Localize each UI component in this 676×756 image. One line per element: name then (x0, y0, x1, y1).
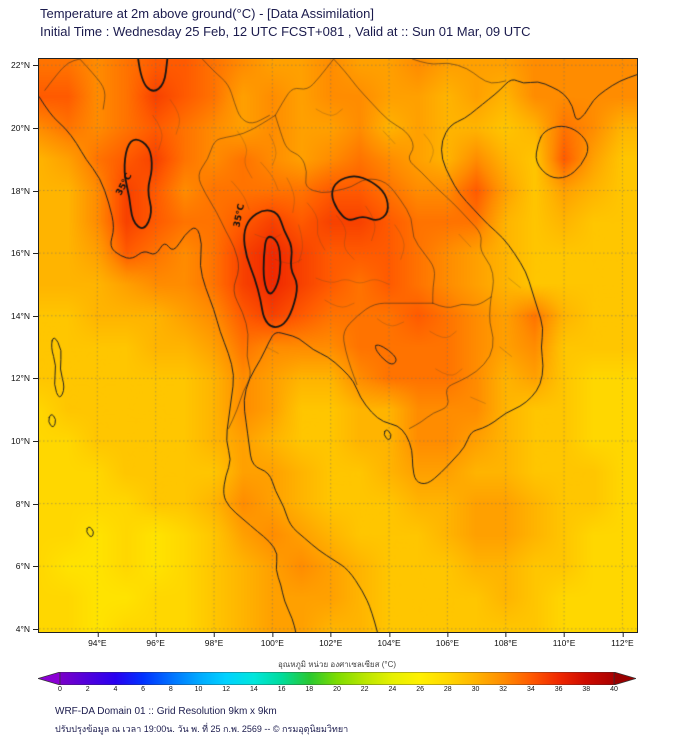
y-tick-label: 22°N (11, 60, 38, 71)
colorbar-tick-label: 12 (222, 686, 231, 693)
y-tick-label: 16°N (11, 248, 38, 259)
colorbar-tick-label: 6 (141, 686, 146, 693)
x-tick-label: 96°E (146, 632, 165, 648)
colorbar-tick-label: 24 (388, 686, 397, 693)
y-tick-label: 14°N (11, 310, 38, 321)
x-tick-label: 112°E (611, 632, 634, 648)
x-tick-label: 94°E (88, 632, 107, 648)
colorbar-tick-label: 18 (305, 686, 314, 693)
colorbar-tick-label: 20 (333, 686, 341, 693)
colorbar-tick-label: 10 (194, 686, 203, 693)
colorbar-tick-label: 28 (443, 686, 452, 693)
colorbar-tick-label: 40 (610, 686, 618, 693)
colorbar-tick-label: 38 (582, 686, 591, 693)
longitude-axis: 94°E 96°E 98°E 100°E 102°E 104°E 106°E 108°E 110… (39, 632, 637, 652)
x-tick-label: 104°E (377, 632, 401, 648)
colorbar-tick-label: 34 (526, 686, 535, 693)
chart-subtitle: Initial Time : Wednesday 25 Feb, 12 UTC … (40, 24, 531, 39)
footer-update-info: ปรับปรุงข้อมูล ณ เวลา 19:00น. วัน พ. ที่… (55, 724, 349, 734)
colorbar-tick-label: 14 (249, 686, 258, 693)
colorbar-tick-label: 36 (554, 686, 563, 693)
x-tick-label: 108°E (494, 632, 518, 648)
x-tick-label: 102°E (319, 632, 343, 648)
colorbar-tick-label: 22 (360, 686, 369, 693)
colorbar-tick-label: 30 (471, 686, 480, 693)
y-tick-label: 6°N (15, 561, 39, 572)
colorbar-tick-label: 0 (58, 686, 62, 693)
colorbar-tick-row: 0 2 4 6 8 10 12 14 16 18 20 22 24 26 28 30 32 34 36 38 40 (38, 686, 636, 698)
map-plot-area: 4°N 6°N 8°N 10°N 12°N 14°N 16°N 18°N 20°N 22°N 94… (11, 58, 638, 648)
x-tick-label: 100°E (260, 632, 284, 648)
colorbar-tick-label: 8 (168, 686, 173, 693)
colorbar-tick-label: 16 (277, 686, 286, 693)
colorbar-tick-label: 32 (499, 686, 508, 693)
y-tick-label: 4°N (15, 623, 39, 634)
colorbar-gradient (38, 672, 636, 685)
y-tick-label: 20°N (11, 122, 38, 133)
colorbar-tick-label: 2 (85, 686, 90, 693)
temperature-field-canvas (39, 59, 637, 632)
colorbar-label: อุณหภูมิ หน่วย องศาเซลเซียส (°C) (277, 660, 397, 669)
latitude-axis: 4°N 6°N 8°N 10°N 12°N 14°N 16°N 18°N 20°N 22°N (0, 59, 39, 634)
y-tick-label: 18°N (11, 185, 38, 196)
footer-domain-info: WRF-DA Domain 01 :: Grid Resolution 9km … (55, 706, 277, 717)
x-tick-label: 98°E (204, 632, 224, 648)
colorbar-tick-label: 26 (416, 686, 424, 693)
x-tick-label: 106°E (435, 632, 460, 648)
y-tick-label: 8°N (15, 498, 39, 509)
y-tick-label: 12°N (11, 373, 38, 384)
colorbar: อุณหภูมิ หน่วย องศาเซลเซียส (°C) 0 2 4 6 8 10… (38, 658, 636, 704)
y-tick-label: 10°N (11, 436, 38, 446)
colorbar-tick-label: 4 (113, 686, 118, 693)
x-tick-label: 110°E (552, 632, 576, 648)
chart-title: Temperature at 2m above ground(°C) - [Da… (40, 6, 374, 21)
